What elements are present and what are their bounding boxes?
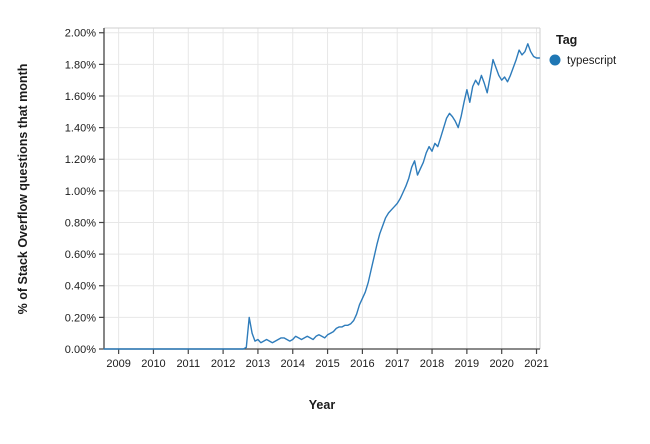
y-tick-label: 2.00% (65, 28, 96, 40)
typescript-series-line[interactable] (103, 43, 541, 350)
gridlines (104, 28, 540, 349)
x-tick-label: 2014 (281, 358, 305, 370)
x-tick-label: 2013 (246, 358, 270, 370)
plot-border (104, 27, 541, 349)
y-tick-label: 0.80% (65, 217, 96, 229)
y-tick-label: 0.20% (65, 312, 96, 324)
x-tick-label: 2015 (315, 358, 339, 370)
x-tick-label: 2021 (524, 358, 548, 370)
x-tick-label: 2018 (420, 358, 444, 370)
x-tick-label: 2017 (385, 358, 409, 370)
typescript-legend-dot-icon (549, 54, 561, 66)
y-tick-label: 0.00% (65, 344, 96, 356)
tick-marks (99, 32, 538, 354)
y-tick-label: 1.20% (65, 154, 96, 166)
x-axis-title: Year (309, 398, 336, 412)
x-tick-label: 2010 (141, 358, 165, 370)
x-tick-label: 2012 (211, 358, 235, 370)
y-tick-label: 1.80% (65, 59, 96, 71)
x-tick-label: 2016 (350, 358, 374, 370)
y-tick-label: 1.40% (65, 123, 96, 135)
y-tick-label: 0.60% (65, 249, 96, 261)
y-axis-title: % of Stack Overflow questions that month (16, 64, 30, 315)
y-tick-label: 1.00% (65, 186, 96, 198)
legend-label-typescript[interactable]: typescript (567, 55, 617, 67)
y-tick-label: 0.40% (65, 281, 96, 293)
x-tick-label: 2009 (106, 358, 130, 370)
y-tick-label: 1.60% (65, 91, 96, 103)
x-tick-label: 2011 (176, 358, 200, 370)
tick-labels: 0.00% 0.20% 0.40% 0.60% 0.80% 1.00% 1.20% 1.40%… (65, 28, 549, 370)
legend-title: Tag (556, 33, 577, 47)
plot-area[interactable] (104, 28, 540, 349)
x-tick-label: 2020 (489, 358, 513, 370)
x-tick-label: 2019 (455, 358, 479, 370)
legend: Tag typescript (549, 33, 617, 67)
